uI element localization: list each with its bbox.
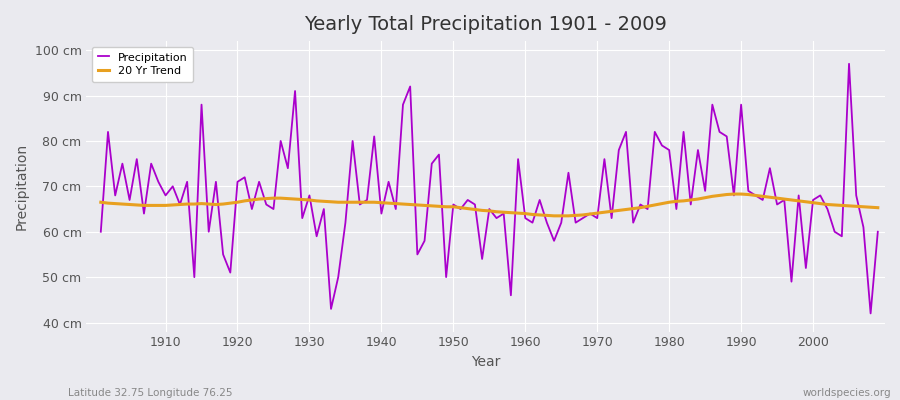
Text: Latitude 32.75 Longitude 76.25: Latitude 32.75 Longitude 76.25 xyxy=(68,388,232,398)
20 Yr Trend xyxy=(520,211,531,216)
Precipitation xyxy=(153,180,164,184)
Precipitation xyxy=(513,157,524,162)
Title: Yearly Total Precipitation 1901 - 2009: Yearly Total Precipitation 1901 - 2009 xyxy=(304,15,667,34)
20 Yr Trend xyxy=(355,200,365,205)
Precipitation xyxy=(355,202,365,207)
20 Yr Trend xyxy=(95,200,106,205)
Legend: Precipitation, 20 Yr Trend: Precipitation, 20 Yr Trend xyxy=(92,47,193,82)
20 Yr Trend xyxy=(513,211,524,216)
Precipitation xyxy=(607,216,617,220)
Text: worldspecies.org: worldspecies.org xyxy=(803,388,891,398)
Precipitation xyxy=(872,229,883,234)
20 Yr Trend xyxy=(549,214,560,218)
Precipitation xyxy=(865,311,876,316)
X-axis label: Year: Year xyxy=(471,355,500,369)
Line: Precipitation: Precipitation xyxy=(101,64,878,314)
Precipitation xyxy=(311,234,322,239)
20 Yr Trend xyxy=(872,205,883,210)
20 Yr Trend xyxy=(614,208,625,213)
Y-axis label: Precipitation: Precipitation xyxy=(15,143,29,230)
Line: 20 Yr Trend: 20 Yr Trend xyxy=(101,194,878,216)
Precipitation xyxy=(520,216,531,220)
20 Yr Trend xyxy=(311,198,322,203)
Precipitation xyxy=(95,229,106,234)
20 Yr Trend xyxy=(153,203,164,208)
20 Yr Trend xyxy=(728,192,739,196)
Precipitation xyxy=(843,62,854,66)
